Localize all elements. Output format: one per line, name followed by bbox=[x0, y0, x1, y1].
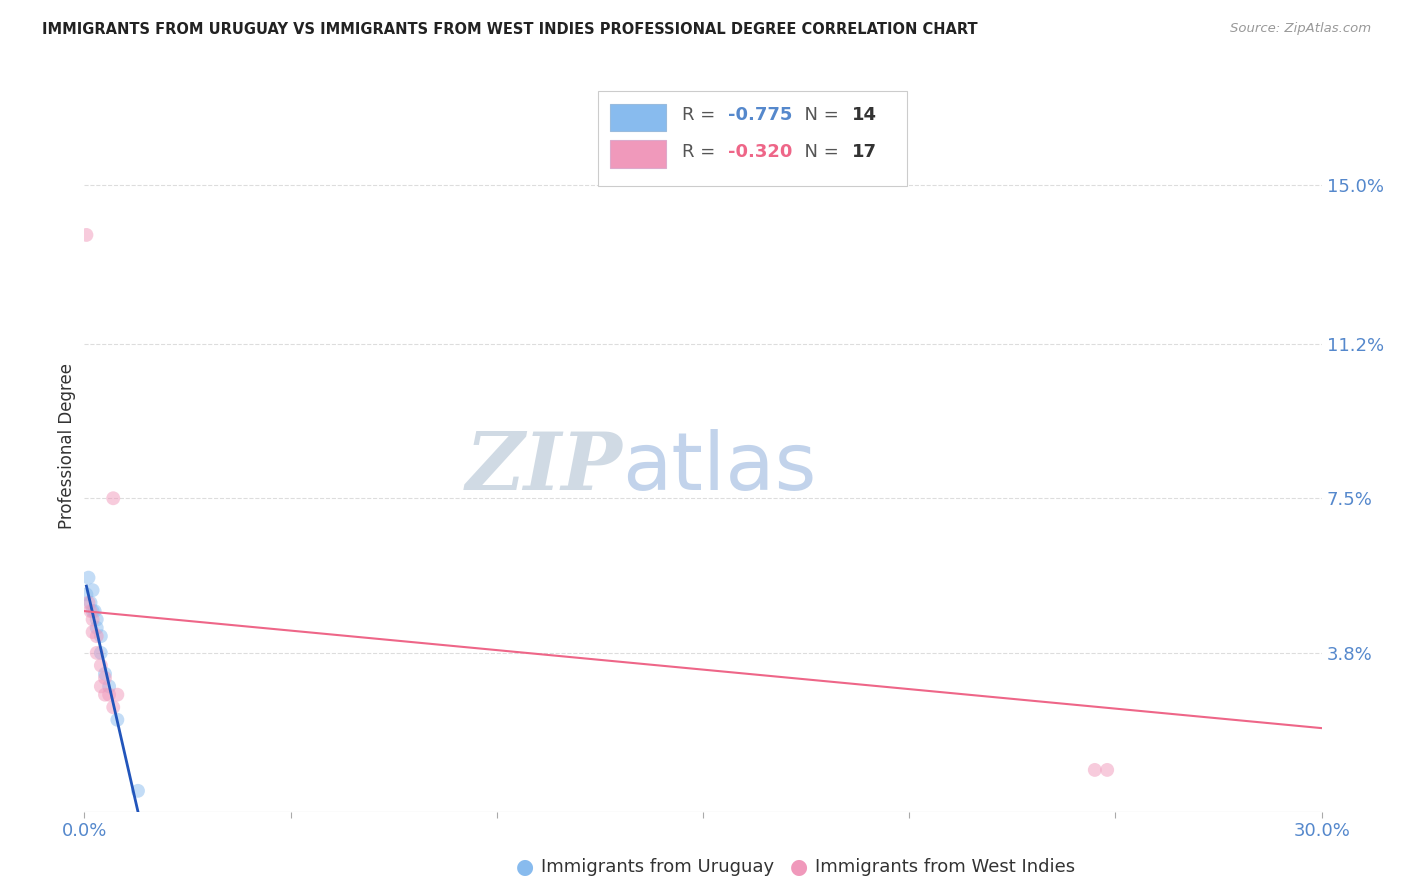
Text: atlas: atlas bbox=[623, 429, 817, 507]
Point bbox=[94, 666, 117, 681]
Text: -0.775: -0.775 bbox=[728, 106, 792, 124]
Point bbox=[82, 604, 104, 618]
Point bbox=[77, 596, 100, 610]
Point bbox=[105, 713, 128, 727]
Point bbox=[1084, 763, 1107, 777]
Point bbox=[94, 688, 117, 702]
Point bbox=[86, 621, 108, 635]
Text: ZIP: ZIP bbox=[465, 429, 623, 507]
Text: Immigrants from West Indies: Immigrants from West Indies bbox=[815, 858, 1076, 876]
Point bbox=[127, 784, 149, 798]
Point bbox=[79, 596, 101, 610]
Point bbox=[90, 658, 112, 673]
Text: IMMIGRANTS FROM URUGUAY VS IMMIGRANTS FROM WEST INDIES PROFESSIONAL DEGREE CORRE: IMMIGRANTS FROM URUGUAY VS IMMIGRANTS FR… bbox=[42, 22, 977, 37]
FancyBboxPatch shape bbox=[598, 91, 907, 186]
Point bbox=[86, 612, 108, 626]
Text: R =: R = bbox=[682, 143, 721, 161]
FancyBboxPatch shape bbox=[610, 103, 666, 131]
Text: 17: 17 bbox=[852, 143, 876, 161]
Point bbox=[103, 700, 125, 714]
Point bbox=[90, 646, 112, 660]
Point bbox=[82, 612, 104, 626]
Point bbox=[86, 629, 108, 643]
Point bbox=[90, 629, 112, 643]
Point bbox=[77, 571, 100, 585]
Point bbox=[82, 625, 104, 640]
Point bbox=[86, 646, 108, 660]
Text: N =: N = bbox=[793, 143, 845, 161]
Point bbox=[103, 491, 125, 506]
Text: ●: ● bbox=[790, 857, 808, 877]
Text: 14: 14 bbox=[852, 106, 876, 124]
Point bbox=[79, 604, 101, 618]
Text: ●: ● bbox=[516, 857, 534, 877]
Point bbox=[94, 671, 117, 685]
FancyBboxPatch shape bbox=[610, 140, 666, 168]
Point bbox=[1095, 763, 1118, 777]
Point bbox=[98, 688, 121, 702]
Text: Source: ZipAtlas.com: Source: ZipAtlas.com bbox=[1230, 22, 1371, 36]
Point bbox=[75, 227, 97, 242]
Text: N =: N = bbox=[793, 106, 845, 124]
Y-axis label: Professional Degree: Professional Degree bbox=[58, 363, 76, 529]
Point bbox=[98, 679, 121, 693]
Text: -0.320: -0.320 bbox=[728, 143, 792, 161]
Point bbox=[75, 587, 97, 601]
Point bbox=[83, 604, 105, 618]
Point bbox=[105, 688, 128, 702]
Point bbox=[90, 679, 112, 693]
Point bbox=[82, 583, 104, 598]
Text: Immigrants from Uruguay: Immigrants from Uruguay bbox=[541, 858, 775, 876]
Text: R =: R = bbox=[682, 106, 721, 124]
